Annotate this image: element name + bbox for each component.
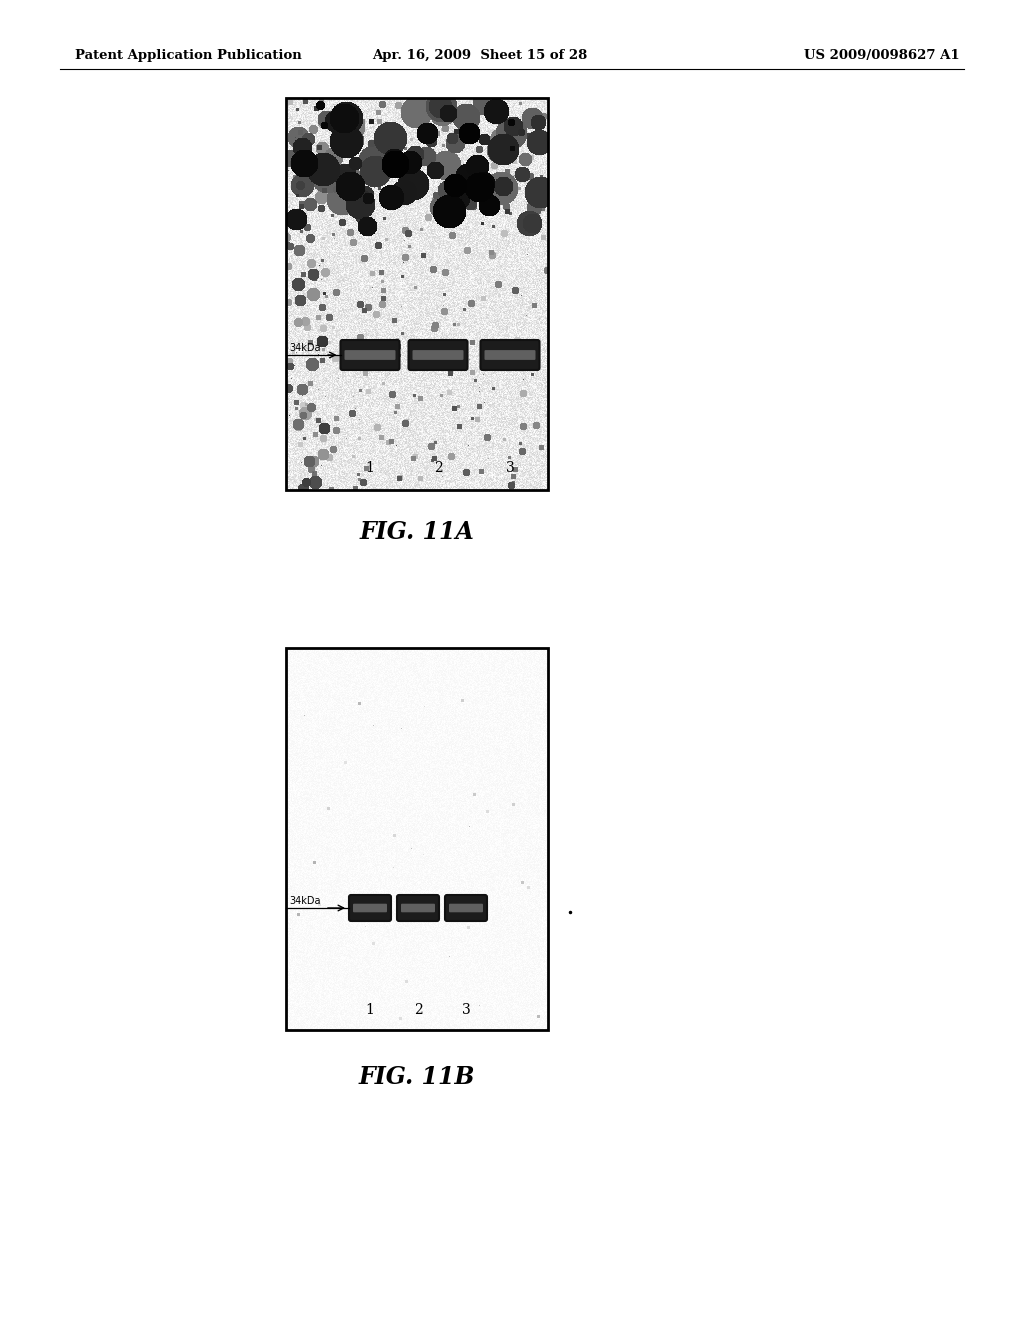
FancyBboxPatch shape <box>445 895 487 921</box>
Bar <box>286 98 548 490</box>
Text: Apr. 16, 2009  Sheet 15 of 28: Apr. 16, 2009 Sheet 15 of 28 <box>373 49 588 62</box>
FancyBboxPatch shape <box>480 341 540 370</box>
FancyBboxPatch shape <box>449 904 483 912</box>
FancyBboxPatch shape <box>401 904 435 912</box>
Text: Patent Application Publication: Patent Application Publication <box>75 49 302 62</box>
FancyBboxPatch shape <box>397 895 439 921</box>
FancyBboxPatch shape <box>353 904 387 912</box>
FancyBboxPatch shape <box>341 341 399 370</box>
FancyBboxPatch shape <box>344 350 395 360</box>
FancyBboxPatch shape <box>484 350 536 360</box>
Text: 1: 1 <box>366 461 375 475</box>
Text: 2: 2 <box>414 1003 422 1016</box>
Text: 2: 2 <box>433 461 442 475</box>
Text: 34kDa: 34kDa <box>289 896 321 906</box>
FancyBboxPatch shape <box>409 341 468 370</box>
Text: 1: 1 <box>366 1003 375 1016</box>
Text: US 2009/0098627 A1: US 2009/0098627 A1 <box>805 49 961 62</box>
FancyBboxPatch shape <box>349 895 391 921</box>
Text: 3: 3 <box>506 461 514 475</box>
Text: 34kDa: 34kDa <box>289 343 321 352</box>
Bar <box>286 648 548 1030</box>
FancyBboxPatch shape <box>413 350 464 360</box>
Text: FIG. 11A: FIG. 11A <box>359 520 474 544</box>
Text: 3: 3 <box>462 1003 470 1016</box>
Text: FIG. 11B: FIG. 11B <box>358 1065 475 1089</box>
